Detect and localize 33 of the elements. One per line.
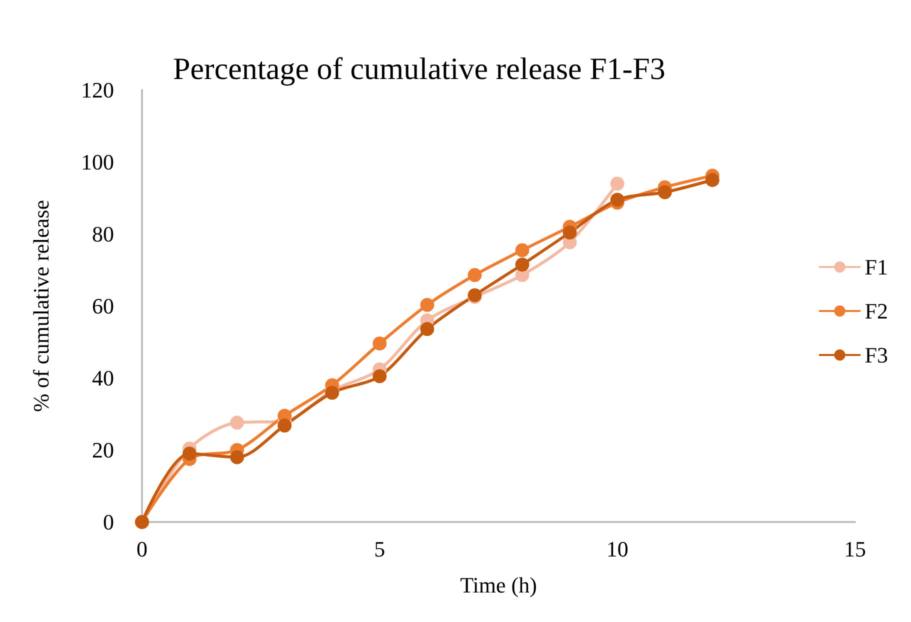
point [420,322,434,336]
point [515,258,530,272]
point [468,268,482,282]
point [610,192,624,207]
y-tick-label: 60 [92,294,114,318]
y-tick-label: 120 [81,78,114,102]
x-tick-label: 5 [374,536,386,562]
chart-title: Percentage of cumulative release F1-F3 [173,51,666,86]
point [562,226,577,240]
y-tick-label: 80 [92,222,114,246]
point [372,369,387,384]
y-tick-label: 100 [81,150,114,174]
point [230,450,244,464]
y-tick-label: 40 [92,366,114,390]
point [372,336,387,350]
point [420,298,434,312]
x-tick-label: 0 [136,536,148,562]
legend-label: F2 [864,298,888,324]
y-tick-label: 0 [103,510,114,534]
point [182,446,197,461]
y-axis-title: % of cumulative release [28,200,54,412]
point [230,416,244,430]
x-tick-label: 10 [606,536,628,562]
legend-label: F3 [864,342,888,368]
legend-label: F1 [864,254,888,280]
point [658,185,672,200]
y-tick-label: 20 [92,438,114,462]
point [705,173,720,187]
point [610,176,624,191]
x-tick-label: 15 [844,536,866,562]
point [515,243,530,258]
x-axis-title: Time (h) [460,572,537,598]
point [278,418,292,433]
